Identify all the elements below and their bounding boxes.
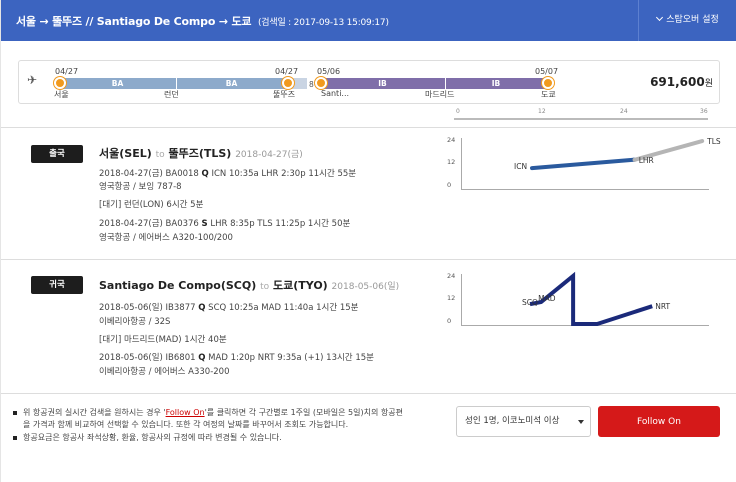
flight-line: 2018-05-06(일) IB6801 Q MAD 1:20p NRT 9:3… bbox=[99, 353, 374, 363]
flight-line: 2018-04-27(금) BA0376 S LHR 8:35p TLS 11:… bbox=[99, 219, 351, 229]
city-label: 도쿄 bbox=[541, 90, 556, 99]
stop-dot bbox=[315, 77, 327, 89]
stopover-settings-button[interactable]: 스탑오버 설정 bbox=[638, 0, 736, 41]
follow-on-link[interactable]: Follow On bbox=[165, 408, 205, 417]
chart-point-label: ICN bbox=[514, 162, 527, 171]
y-tick-label: 24 bbox=[447, 136, 456, 144]
city-label: 뚤뚜즈 bbox=[273, 90, 296, 99]
airline-line: 영국항공 / 보잉 787-8 bbox=[99, 182, 182, 192]
scale-tick: 24 bbox=[620, 108, 628, 115]
city-label: 서울 bbox=[54, 90, 69, 99]
stop-dot bbox=[282, 77, 294, 89]
city-label: Santi... bbox=[321, 89, 350, 98]
chart-point-label: TLS bbox=[706, 137, 721, 146]
outbound-badge: 출국 bbox=[31, 145, 83, 163]
date-label: 04/27 bbox=[55, 67, 79, 76]
y-tick-label: 12 bbox=[447, 158, 456, 166]
airline-line: 이베리아항공 / 에어버스 A330-200 bbox=[99, 367, 230, 377]
itinerary-timeline: ✈ BA BA IB IB 04/27 04/27 05/06 05/07 서울… bbox=[18, 60, 720, 104]
date-label: 05/06 bbox=[317, 67, 341, 76]
airline-line: 영국항공 / 에어버스 A320-100/200 bbox=[99, 233, 233, 243]
notice-list: 위 항공권의 실시간 검색을 원하시는 경우 'Follow On'를 클릭하면… bbox=[13, 407, 403, 445]
date-label: 05/07 bbox=[535, 67, 559, 76]
follow-on-button[interactable]: Follow On bbox=[598, 406, 720, 437]
stop-dot bbox=[542, 77, 554, 89]
search-date: (검색일 : 2017-09-13 15:09:17) bbox=[257, 18, 389, 28]
chevron-down-icon bbox=[656, 13, 664, 22]
notice-item: 위 항공권의 실시간 검색을 원하시는 경우 'Follow On'를 클릭하면… bbox=[13, 407, 403, 431]
chart-point-label: MAD bbox=[538, 294, 556, 303]
y-tick-label: 12 bbox=[447, 294, 456, 302]
passenger-class-select[interactable]: 성인 1명, 이코노미석 이상 bbox=[456, 406, 591, 437]
divider bbox=[445, 76, 446, 92]
chart-series-line bbox=[632, 139, 705, 162]
segment-bar: IB bbox=[445, 78, 547, 89]
divider bbox=[176, 76, 177, 92]
inbound-chart-svg: SCQ MAD NRT bbox=[522, 271, 671, 326]
caret-down-icon bbox=[578, 420, 584, 424]
date-label: 04/27 bbox=[275, 67, 299, 76]
segment-bar: BA bbox=[59, 78, 176, 89]
divider bbox=[1, 259, 736, 260]
inbound-time-chart: 24 12 0 SCQ MAD NRT bbox=[447, 271, 709, 326]
stay-count: 8 bbox=[309, 80, 314, 89]
notice-item: 항공요금은 항공사 좌석상황, 환율, 항공사의 규정에 따라 변경될 수 있습… bbox=[13, 432, 403, 444]
segment-bar: IB bbox=[320, 78, 445, 89]
layover-line: [대기] 마드리드(MAD) 1시간 40분 bbox=[99, 335, 227, 345]
y-tick-label: 0 bbox=[447, 181, 452, 189]
divider bbox=[1, 393, 736, 394]
outbound-title: 서울(SEL) to 뚤뚜즈(TLS) 2018-04-27(금) bbox=[99, 147, 303, 160]
flight-line: 2018-04-27(금) BA0018 Q ICN 10:35a LHR 2:… bbox=[99, 169, 357, 179]
segment-bar: BA bbox=[176, 78, 287, 89]
flight-line: 2018-05-06(일) IB3877 Q SCQ 10:25a MAD 11… bbox=[99, 303, 359, 313]
chart-series-line bbox=[529, 271, 653, 326]
outbound-time-chart: 24 12 0 ICN LHR TLS bbox=[447, 136, 721, 190]
inbound-title: Santiago De Compo(SCQ) to 도쿄(TYO) 2018-0… bbox=[99, 279, 400, 292]
inbound-badge: 귀국 bbox=[31, 276, 83, 294]
city-label: 런던 bbox=[164, 90, 179, 99]
scale-tick: 12 bbox=[538, 108, 546, 115]
chart-point-label: SCQ bbox=[522, 298, 538, 307]
hour-scale: 0 12 24 36 bbox=[454, 108, 708, 120]
airline-line: 이베리아항공 / 32S bbox=[99, 317, 171, 327]
airplane-icon: ✈ bbox=[27, 73, 38, 87]
y-tick-label: 0 bbox=[447, 317, 452, 325]
y-tick-label: 24 bbox=[447, 272, 456, 280]
stay-bar bbox=[287, 78, 307, 89]
layover-line: [대기] 런던(LON) 6시간 5분 bbox=[99, 200, 204, 210]
city-label: 마드리드 bbox=[425, 90, 455, 99]
scale-tick: 36 bbox=[700, 108, 708, 115]
scale-tick: 0 bbox=[456, 108, 460, 115]
stop-dot bbox=[54, 77, 66, 89]
chart-point-label: NRT bbox=[655, 302, 670, 311]
route-title: 서울 → 뚤뚜즈 // Santiago De Compo → 도쿄 (검색일 … bbox=[16, 15, 389, 28]
chart-series-line bbox=[530, 157, 636, 171]
total-price: 691,600원 bbox=[650, 75, 713, 89]
header-bar: 서울 → 뚤뚜즈 // Santiago De Compo → 도쿄 (검색일 … bbox=[1, 0, 736, 41]
outbound-chart-svg: ICN LHR TLS bbox=[514, 137, 721, 171]
divider bbox=[1, 127, 736, 128]
chart-point-label: LHR bbox=[639, 156, 654, 165]
